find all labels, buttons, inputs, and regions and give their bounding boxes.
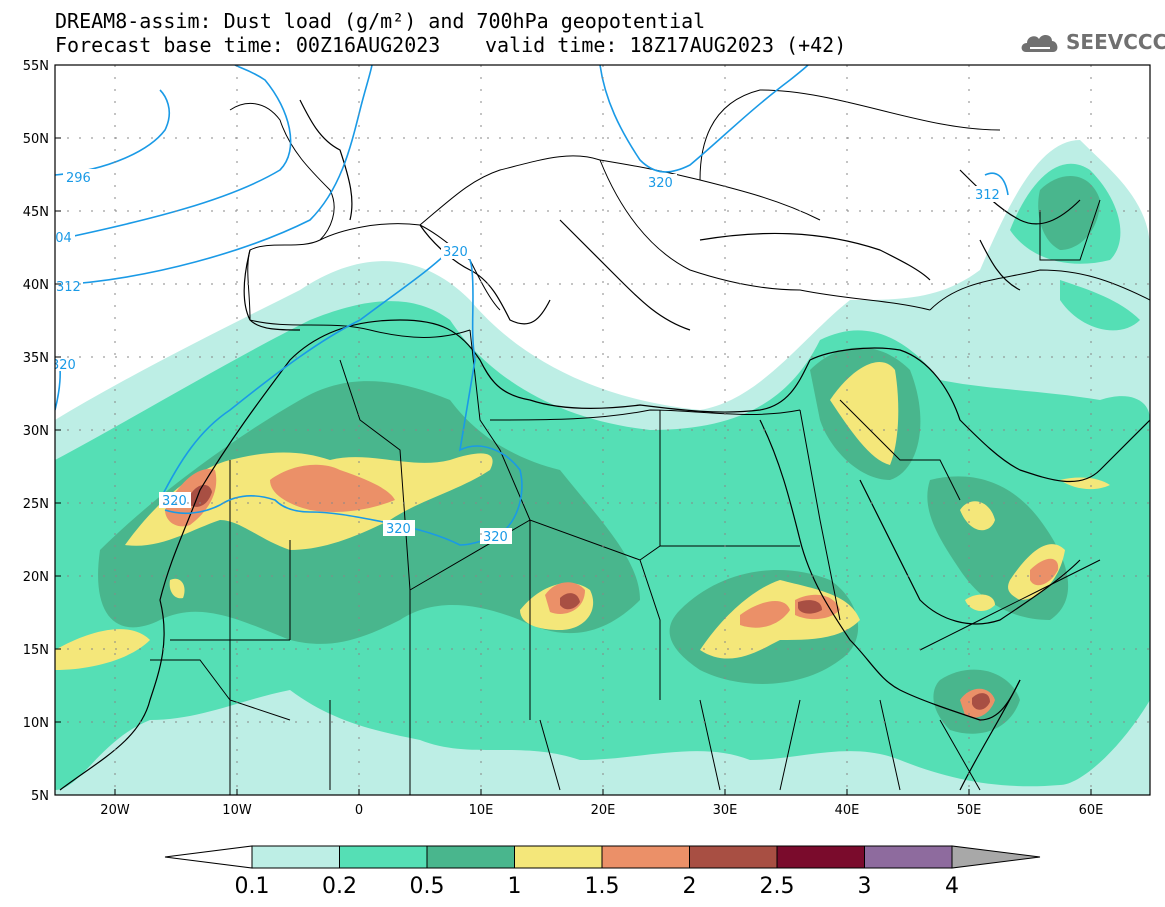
lat-label: 35N <box>23 351 49 366</box>
colorbar-segment <box>514 845 603 869</box>
colorbar-segment <box>251 845 340 869</box>
colorbar-level-label: 1.5 <box>585 874 620 899</box>
colorbar-level-label: 0.2 <box>322 874 357 899</box>
colorbar-level-label: 2.5 <box>760 874 795 899</box>
cloud-logo-icon <box>1021 35 1058 52</box>
colorbar-under-triangle <box>164 845 253 869</box>
dust-layer-2 <box>190 484 990 710</box>
lon-label: 60E <box>1079 803 1104 818</box>
contour-label-312-east: 312 <box>975 188 1000 203</box>
colorbar-level-label: 0.1 <box>235 874 270 899</box>
longitude-labels: 20W 10W 0 10E 20E 30E 40E 50E 60E <box>100 803 1103 818</box>
lat-label: 20N <box>23 570 49 585</box>
colorbar-over-triangle <box>951 845 1041 869</box>
colorbar-level-label: 4 <box>945 874 959 899</box>
lon-label: 10W <box>222 803 252 818</box>
contour-label-320-sahara-west: 320 <box>162 494 187 509</box>
contour-label-320-sahara-east: 320 <box>483 530 508 545</box>
lon-label: 30E <box>713 803 738 818</box>
contour-label-320-north: 320 <box>443 245 468 260</box>
lat-label: 50N <box>23 132 49 147</box>
map-title: DREAM8-assim: Dust load (g/m²) and 700hP… <box>55 9 706 33</box>
colorbar-segment <box>689 845 778 869</box>
colorbar-level-label: 2 <box>683 874 697 899</box>
lon-label: 20E <box>591 803 616 818</box>
colorbar-labels: 0.1 0.2 0.5 1 1.5 2 2.5 3 4 <box>235 874 960 899</box>
tick-marks <box>55 64 1092 795</box>
colorbar-segment <box>339 845 428 869</box>
latitude-labels: 55N 50N 45N 40N 35N 30N 25N 20N 15N 10N … <box>23 59 49 804</box>
logo-text: SEEVCCC <box>1066 30 1165 54</box>
colorbar-segment <box>776 845 865 869</box>
lon-label: 40E <box>835 803 860 818</box>
contour-label-296: 296 <box>66 171 91 186</box>
lat-label: 30N <box>23 424 49 439</box>
contour-label-320-west: 320 <box>51 358 76 373</box>
lon-label: 0 <box>355 803 363 818</box>
contour-label-320-sahara-mid: 320 <box>386 522 411 537</box>
colorbar-level-label: 3 <box>858 874 872 899</box>
contour-label-304: 304 <box>47 231 72 246</box>
colorbar-level-label: 0.5 <box>410 874 445 899</box>
geopotential-contours <box>55 65 1009 546</box>
contour-label-312: 312 <box>56 280 81 295</box>
lat-label: 25N <box>23 497 49 512</box>
lat-label: 40N <box>23 278 49 293</box>
lat-label: 55N <box>23 59 49 74</box>
valid-time: valid time: 18Z17AUG2023 (+42) <box>485 33 847 57</box>
coastlines <box>59 99 1150 791</box>
contour-labels: 296 304 312 320 320 320 320 320 312 320 <box>47 169 1004 545</box>
gridlines <box>55 65 1150 795</box>
lat-label: 45N <box>23 205 49 220</box>
lon-label: 10E <box>469 803 494 818</box>
lon-label: 50E <box>957 803 982 818</box>
colorbar <box>164 845 1041 869</box>
lon-label: 20W <box>100 803 130 818</box>
colorbar-level-label: 1 <box>508 874 522 899</box>
lat-label: 5N <box>31 789 49 804</box>
colorbar-segment <box>864 845 953 869</box>
colorbar-segment <box>601 845 690 869</box>
lat-label: 15N <box>23 643 49 658</box>
forecast-base-time: Forecast base time: 00Z16AUG2023 <box>55 33 441 57</box>
contour-label-320-europe: 320 <box>648 176 673 191</box>
colorbar-segment <box>426 845 515 869</box>
lat-label: 10N <box>23 716 49 731</box>
